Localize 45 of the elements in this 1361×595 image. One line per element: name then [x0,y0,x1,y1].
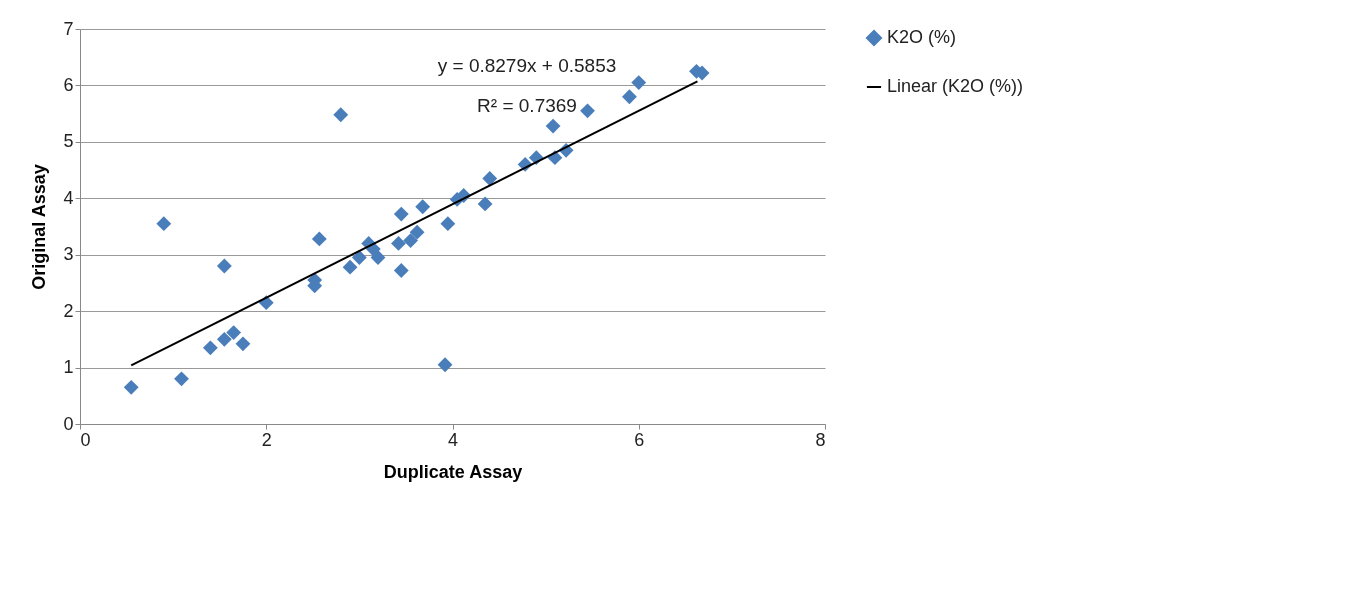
y-tick-label: 4 [63,187,74,208]
point [174,371,189,387]
legend-label: K2O (%) [887,27,957,47]
point [437,357,453,373]
point [415,199,431,215]
point [216,258,232,274]
point [235,336,251,352]
point [545,118,561,134]
x-tick-label: 6 [634,429,645,450]
point [403,233,419,249]
y-tick-label: 0 [63,413,74,434]
y-tick-label: 2 [63,300,74,321]
x-tick-label: 8 [815,429,826,450]
point [482,171,498,186]
point [123,379,139,395]
y-tick-label: 7 [63,18,74,39]
y-tick-label: 3 [63,244,74,265]
point [440,216,456,232]
y-tick-label: 5 [63,131,74,152]
point [391,236,406,251]
y-tick-label: 1 [63,357,74,378]
x-tick-label: 0 [80,429,91,450]
point [156,216,172,232]
point [333,107,349,123]
annotation: y = 0.8279x + 0.5853 [437,55,617,76]
point [631,75,647,91]
point [216,331,232,347]
point [226,325,242,340]
point [351,250,367,265]
point [393,263,409,278]
y-axis-title: Original Assay [29,164,50,290]
point [202,340,218,356]
y-tick-label: 6 [63,74,74,95]
x-tick-label: 4 [447,429,459,450]
x-axis-title: Duplicate Assay [383,461,523,482]
point [477,196,493,212]
point [580,103,595,119]
point [622,89,637,105]
point [393,206,409,222]
x-tick-label: 2 [261,429,272,450]
point [311,231,327,247]
annotation: R² = 0.7369 [477,95,577,116]
legend-label: Linear (K2O (%)) [887,76,1024,96]
point [342,259,358,275]
point [409,224,425,240]
